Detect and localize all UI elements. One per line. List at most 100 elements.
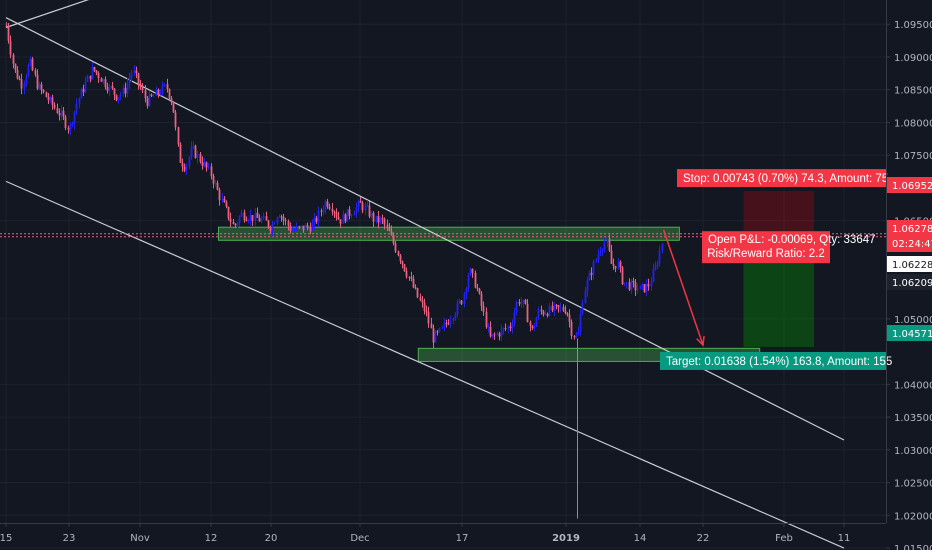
x-tick-label: Feb	[775, 533, 793, 544]
risk-reward-text: Risk/Reward Ratio: 2.2	[707, 248, 825, 260]
candle-body	[117, 97, 120, 101]
candle-body	[342, 214, 345, 224]
candle-body	[304, 225, 307, 231]
open-pl-label[interactable]: Open P&L: -0.00069, Qty: 33647 Risk/Rewa…	[702, 231, 876, 264]
candle-body	[260, 218, 263, 222]
candle-body	[339, 219, 342, 224]
level-a-tag: 1.06228	[887, 256, 932, 272]
target-label[interactable]: Target: 0.01638 (1.54%) 163.8, Amount: 1…	[660, 351, 892, 370]
candle-body	[146, 98, 149, 106]
candle-body	[394, 243, 397, 252]
candle-body	[141, 87, 144, 91]
candle-body	[137, 73, 140, 84]
candle-body	[188, 157, 191, 166]
candle-body	[130, 72, 133, 79]
candle-body	[69, 123, 72, 130]
candle-body	[658, 250, 661, 265]
candle-body	[45, 92, 48, 98]
candle-body	[293, 229, 296, 231]
candle-body	[584, 291, 587, 304]
candle-body	[36, 74, 39, 89]
y-tick-label: 1.02000	[894, 511, 932, 522]
candle-body	[238, 216, 241, 224]
candle-body	[23, 83, 26, 89]
candle-body	[269, 227, 272, 231]
candle-body	[126, 83, 129, 94]
candle-body	[135, 70, 138, 74]
candle-body	[425, 311, 428, 313]
candle-body	[212, 176, 215, 184]
candle-body	[234, 224, 237, 226]
candle-body	[139, 83, 142, 88]
candle-body	[216, 182, 219, 190]
candle-body	[647, 283, 650, 287]
candle-body	[348, 209, 351, 216]
candle-body	[375, 215, 378, 222]
x-axis[interactable]: 15 23 Nov 12 20 Dec 17 2019 14 22 Feb 11	[0, 523, 850, 544]
candle-body	[643, 284, 646, 292]
projection-line	[662, 229, 704, 346]
candle-body	[652, 269, 655, 282]
candle-body	[333, 211, 336, 213]
candle-body	[608, 239, 611, 251]
candle-body	[544, 313, 547, 315]
candle-body	[474, 272, 477, 288]
candle-body	[172, 102, 175, 113]
candle-body	[185, 165, 188, 171]
candle-body	[124, 87, 127, 94]
projection-arrow[interactable]	[662, 229, 705, 347]
candle-body	[353, 213, 356, 216]
candle-body	[480, 293, 483, 307]
candle-body	[194, 145, 197, 158]
candle-body	[603, 242, 606, 250]
candle-body	[291, 230, 294, 232]
candle-body	[20, 79, 23, 89]
candle-body	[229, 218, 232, 223]
stop-label[interactable]: Stop: 0.00743 (0.70%) 74.3, Amount: 75	[677, 169, 888, 188]
candle-body	[210, 166, 213, 177]
projection-arrowhead	[696, 336, 705, 347]
candle-body	[511, 324, 514, 329]
stop-loss-area[interactable]	[743, 191, 815, 236]
candle-body	[632, 280, 635, 283]
candle-body	[144, 90, 147, 99]
candle-body	[62, 110, 65, 117]
candle-body	[298, 226, 301, 228]
candle-body	[157, 89, 160, 94]
candle-body	[267, 220, 270, 228]
candle-body	[621, 267, 624, 285]
candle-body	[155, 89, 158, 96]
candle-body	[520, 302, 523, 304]
candle-body	[243, 212, 246, 221]
candle-body	[295, 226, 298, 230]
candle-body	[278, 216, 281, 218]
candle-body	[287, 221, 290, 226]
candle-body	[346, 209, 349, 222]
current-price-tag: 1.06278 02:24:47	[887, 220, 932, 252]
candle-body	[460, 300, 463, 305]
candle-body	[553, 304, 556, 311]
candle-body	[542, 311, 545, 315]
y-tick-label: 1.08500	[894, 86, 932, 97]
y-tick-label: 1.07500	[894, 151, 932, 162]
candle-body	[315, 217, 318, 222]
x-tick-label: 22	[697, 533, 710, 544]
x-tick-label: Nov	[130, 533, 150, 544]
candle-body	[645, 283, 648, 292]
candle-body	[491, 334, 494, 337]
candle-body	[262, 215, 265, 219]
candle-body	[326, 201, 329, 207]
candle-body	[102, 79, 105, 82]
candle-body	[53, 104, 56, 109]
candle-body	[423, 302, 426, 312]
candles	[5, 22, 664, 349]
candle-body	[359, 201, 362, 203]
candle-body	[447, 323, 450, 325]
candle-body	[623, 283, 626, 285]
candle-body	[5, 25, 8, 27]
candle-body	[111, 85, 114, 89]
candle-body	[302, 225, 305, 231]
candle-body	[414, 287, 417, 289]
x-tick-label: 14	[634, 533, 647, 544]
